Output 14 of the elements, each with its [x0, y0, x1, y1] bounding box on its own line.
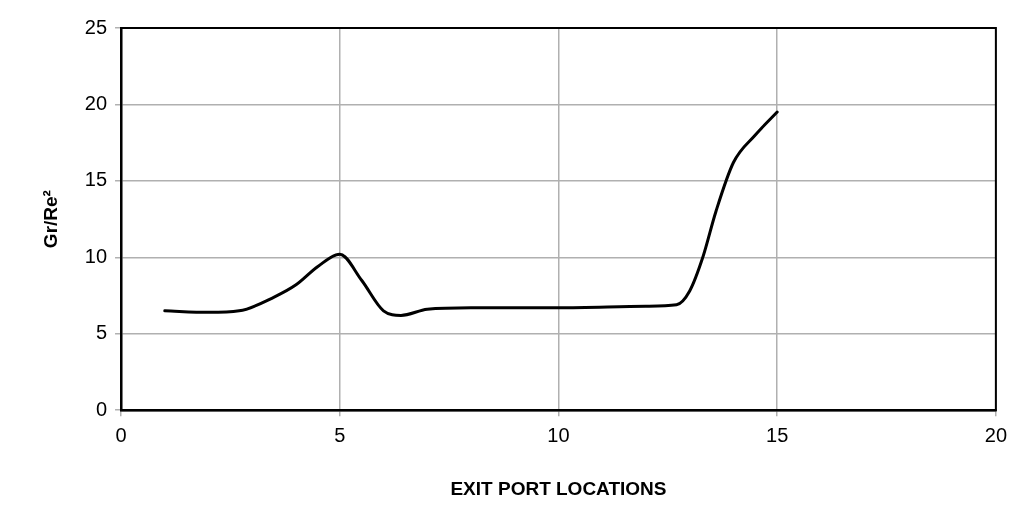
y-axis-title: Gr/Re² — [39, 190, 61, 249]
y-tick-label: 0 — [95, 397, 108, 420]
y-tick-label: 5 — [95, 321, 108, 344]
y-tick-label: 20 — [84, 91, 108, 114]
x-tick-label: 10 — [547, 423, 570, 446]
x-tick-label: 20 — [984, 423, 1007, 446]
y-tick-label: 25 — [84, 15, 108, 38]
x-tick-label: 0 — [115, 423, 127, 446]
y-tick-label: 15 — [84, 168, 108, 191]
x-tick-label: 15 — [766, 423, 789, 446]
y-tick-label: 10 — [84, 244, 108, 267]
x-tick-label: 5 — [334, 423, 346, 446]
line-series — [163, 110, 779, 317]
x-axis-title: EXIT PORT LOCATIONS — [450, 477, 667, 499]
